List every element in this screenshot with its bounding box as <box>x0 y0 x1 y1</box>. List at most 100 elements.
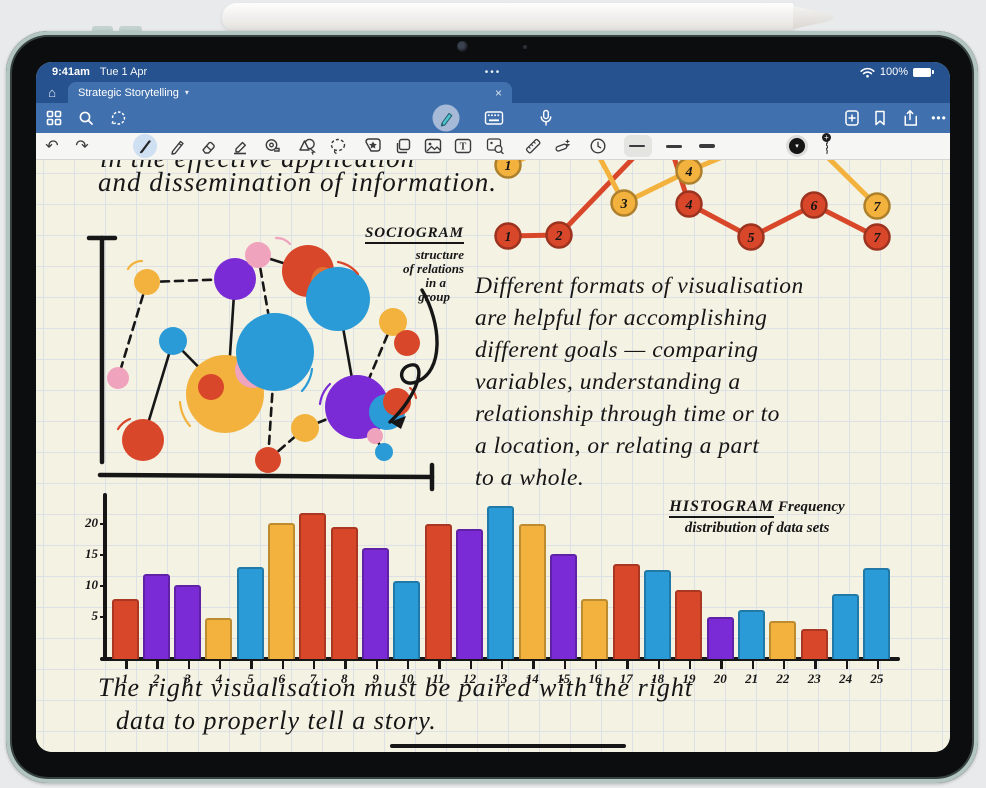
histogram-bar-23 <box>800 629 828 659</box>
pen-mode-icon[interactable] <box>432 104 460 132</box>
main-toolbar: ••• <box>36 103 950 133</box>
bottom-underline-stroke <box>390 744 626 748</box>
histogram-bar-12 <box>456 529 484 659</box>
chevron-down-icon[interactable]: ▾ <box>184 88 189 97</box>
sticker-icon[interactable] <box>364 137 382 155</box>
home-button[interactable]: ⌂ <box>36 82 68 103</box>
ask-ai-icon[interactable] <box>110 110 127 126</box>
volume-up-button[interactable] <box>92 26 113 33</box>
shapes-icon[interactable] <box>298 137 317 155</box>
svg-text:4: 4 <box>685 198 693 213</box>
battery-icon <box>913 67 934 77</box>
ipad-screen: 9:41am Tue 1 Apr ••• 100% ⌂ Strategic St… <box>36 62 950 752</box>
eraser-icon[interactable] <box>199 137 217 155</box>
svg-text:6: 6 <box>811 199 818 214</box>
svg-text:2: 2 <box>555 229 563 244</box>
multitasking-dots-icon[interactable]: ••• <box>484 66 502 78</box>
histogram-x-tick <box>469 661 473 669</box>
image-icon[interactable] <box>424 138 442 154</box>
image-search-icon[interactable] <box>486 138 504 155</box>
lasso-icon[interactable] <box>329 137 347 155</box>
svg-text:7: 7 <box>874 200 882 215</box>
fountain-pen-icon[interactable] <box>136 137 154 155</box>
tape-icon[interactable] <box>263 137 281 155</box>
histogram-x-label: 19 <box>682 671 696 686</box>
line-chart-drawing: 1 2 4 5 6 7 1 3 4 7 <box>494 160 891 251</box>
histogram-x-label: 17 <box>619 671 633 686</box>
pages-icon[interactable] <box>394 137 412 155</box>
histogram-x-tick <box>156 661 159 669</box>
battery-percent: 100% <box>879 66 908 78</box>
tab-strategic-storytelling[interactable]: Strategic Storytelling ▾ × <box>68 82 512 103</box>
clock-date: Tue 1 Apr <box>99 66 148 78</box>
histogram-x-label: 11 <box>432 671 445 686</box>
thickness-thin[interactable] <box>629 139 647 153</box>
redo-icon[interactable]: ↷ <box>75 138 89 155</box>
line-chart-node <box>737 223 765 251</box>
histogram-y-tick-label: 20 <box>85 515 98 530</box>
histogram-x-tick <box>218 661 222 669</box>
thickness-medium[interactable] <box>666 139 684 153</box>
histogram-x-label: 5 <box>247 671 254 686</box>
histogram-x-tick <box>344 661 347 669</box>
status-bar: 9:41am Tue 1 Apr ••• 100% <box>36 62 950 82</box>
histogram-x-label: 24 <box>839 671 853 686</box>
bookmark-icon[interactable] <box>874 110 886 126</box>
histogram-x-label: 4 <box>215 671 223 686</box>
more-icon[interactable]: ••• <box>931 111 947 125</box>
svg-text:5: 5 <box>748 231 755 246</box>
front-camera <box>457 41 468 52</box>
keyboard-icon[interactable] <box>484 111 504 125</box>
pencil-icon[interactable] <box>168 137 186 155</box>
share-icon[interactable] <box>903 110 917 127</box>
note-canvas[interactable]: in the effective application and dissemi… <box>36 160 950 752</box>
histogram-x-label: 1 <box>121 671 129 686</box>
histogram-bar-15 <box>550 554 578 659</box>
microphone-icon[interactable] <box>540 109 553 127</box>
histogram-x-label: 8 <box>341 671 348 686</box>
undo-icon[interactable]: ↶ <box>45 138 59 155</box>
histogram-x-tick <box>876 661 880 669</box>
histogram-x-tick <box>500 661 504 669</box>
line-chart-node <box>863 223 891 251</box>
histogram-x-label: 13 <box>494 671 508 686</box>
histogram-bar-4 <box>205 618 233 659</box>
text-icon[interactable]: T <box>454 138 472 154</box>
histogram-x-label: 25 <box>870 671 884 686</box>
camera-sensor <box>523 45 527 49</box>
add-color-icon[interactable]: + <box>822 133 831 155</box>
histogram-x-label: 2 <box>153 671 160 686</box>
histogram-y-tick-label: 10 <box>85 577 98 592</box>
svg-text:7: 7 <box>874 231 882 246</box>
highlighter-icon[interactable] <box>231 137 249 155</box>
ruler-icon[interactable] <box>524 137 543 156</box>
apple-pencil <box>222 3 794 32</box>
histogram-title: HISTOGRAM <box>669 498 775 518</box>
histogram-x-tick <box>250 661 253 669</box>
line-chart-node <box>610 189 638 217</box>
add-page-icon[interactable] <box>845 110 860 127</box>
histogram-x-label: 9 <box>372 671 379 686</box>
ai-pen-icon[interactable] <box>552 137 572 155</box>
histogram-x-tick <box>751 661 755 669</box>
histogram-x-tick <box>720 661 723 669</box>
grid-icon[interactable] <box>46 110 62 126</box>
histogram-bar-13 <box>487 506 515 659</box>
volume-down-button[interactable] <box>119 26 142 33</box>
clock-icon[interactable] <box>590 138 607 155</box>
color-black-selected[interactable]: ▾ <box>789 138 805 154</box>
histogram-bar-22 <box>769 621 797 659</box>
histogram-x-label: 15 <box>557 671 571 686</box>
tab-close-icon[interactable]: × <box>494 85 502 100</box>
home-icon: ⌂ <box>48 85 56 100</box>
histogram-x-tick <box>406 661 410 669</box>
line-chart-node <box>863 192 891 220</box>
tab-bar: ⌂ Strategic Storytelling ▾ × <box>36 82 950 103</box>
histogram-x-label: 7 <box>309 671 317 686</box>
histogram-bar-2 <box>142 573 170 659</box>
thickness-thick[interactable] <box>699 139 717 153</box>
paragraph-text: Different formats of visualisation are h… <box>475 273 804 491</box>
histogram-bar-10 <box>393 580 421 659</box>
search-icon[interactable] <box>78 110 94 126</box>
